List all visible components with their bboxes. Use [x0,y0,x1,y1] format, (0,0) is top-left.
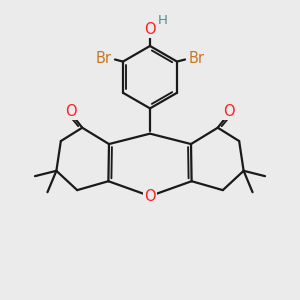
Text: O: O [144,189,156,204]
Text: O: O [223,104,235,119]
Text: H: H [158,14,167,27]
Text: O: O [144,22,156,37]
Text: O: O [65,104,77,119]
Text: Br: Br [96,50,112,65]
Text: Br: Br [188,50,204,65]
